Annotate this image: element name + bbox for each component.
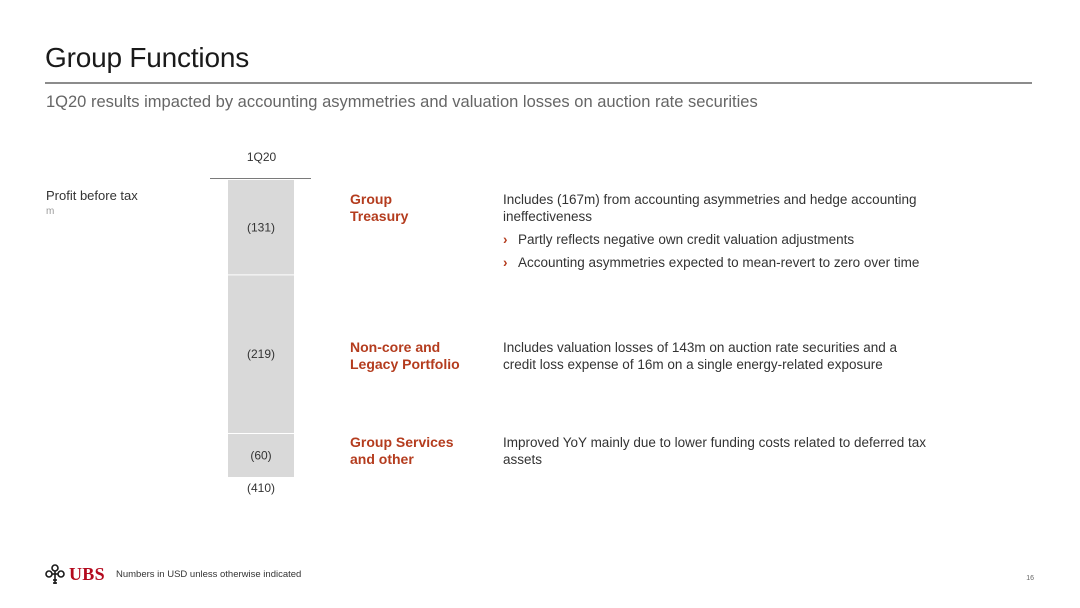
- bullet-text: Accounting asymmetries expected to mean-…: [518, 255, 920, 270]
- segment-name-line: Group: [350, 191, 392, 207]
- bullet-item: › Accounting asymmetries expected to mean…: [503, 255, 919, 270]
- segment-description-group-treasury: Includes (167m) from accounting asymmetr…: [503, 192, 917, 224]
- segment-description-non-core-legacy: Includes valuation losses of 143m on auc…: [503, 340, 897, 372]
- chevron-right-icon: ›: [503, 232, 508, 247]
- segment-name-line: Non-core and: [350, 339, 441, 355]
- unit-label: m: [46, 206, 55, 217]
- footnote: Numbers in USD unless otherwise indicate…: [116, 569, 302, 580]
- column-header-rule: [210, 178, 311, 179]
- title-divider: [45, 82, 1032, 84]
- bar-value-label-2: (219): [247, 347, 275, 361]
- logo-text: UBS: [69, 563, 105, 584]
- bullet-text: Partly reflects negative own credit valu…: [518, 232, 855, 247]
- segment-name-group-services: Group Services and other: [350, 434, 490, 468]
- bar-segment-3: [228, 433, 294, 477]
- bar-segment-2: [228, 274, 294, 434]
- row-label-profit-before-tax: Profit before tax: [46, 188, 138, 203]
- segment-name-line: Treasury: [350, 208, 409, 224]
- ubs-logo: UBS: [44, 563, 105, 585]
- bullet-item: › Partly reflects negative own credit val…: [503, 232, 854, 247]
- page-subtitle: 1Q20 results impacted by accounting asym…: [46, 93, 758, 111]
- bar-total-label: (410): [246, 481, 275, 495]
- bar-value-label-1: (131): [247, 220, 275, 234]
- segment-name-line: Group Services: [350, 434, 454, 450]
- bar-segment-1: [228, 180, 294, 275]
- segment-name-group-treasury: Group Treasury: [350, 191, 490, 225]
- page-title: Group Functions: [45, 42, 249, 73]
- ubs-three-keys-icon: [45, 564, 65, 584]
- segment-name-line: and other: [350, 451, 414, 467]
- segment-name-non-core-legacy: Non-core and Legacy Portfolio: [350, 339, 490, 373]
- column-header-1q20: 1Q20: [246, 150, 277, 164]
- segment-name-line: Legacy Portfolio: [350, 356, 460, 372]
- segment-description-group-services: Improved YoY mainly due to lower funding…: [503, 435, 927, 467]
- bar-value-label-3: (60): [250, 448, 271, 462]
- page-number: 16: [1026, 575, 1034, 582]
- chevron-right-icon: ›: [503, 255, 508, 270]
